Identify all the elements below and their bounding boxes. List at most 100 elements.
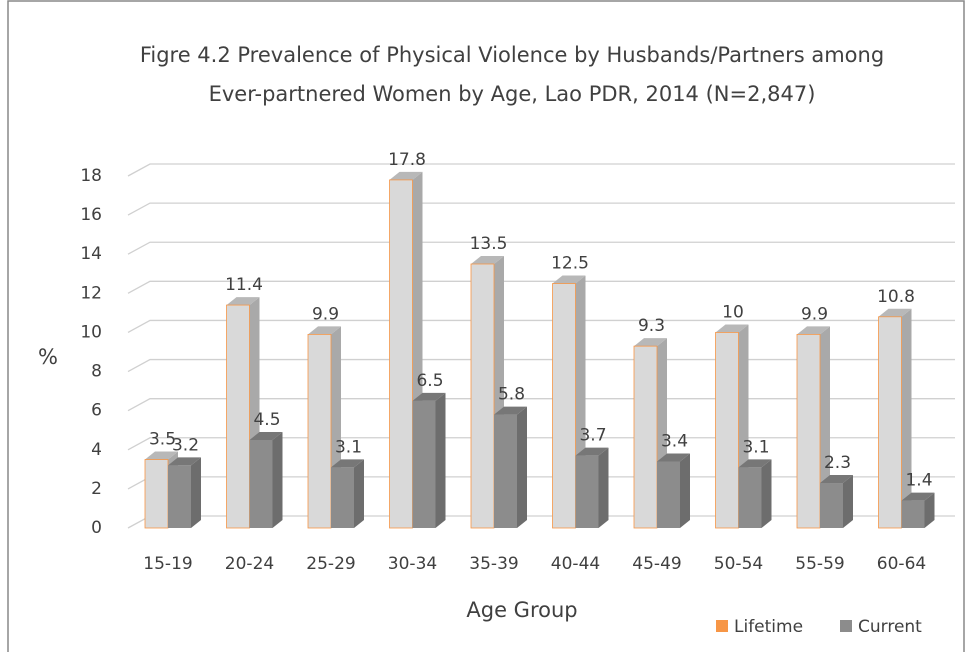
bar bbox=[494, 414, 517, 528]
bar bbox=[657, 461, 680, 528]
data-label: 10 bbox=[722, 302, 744, 322]
y-tick-label: 10 bbox=[80, 322, 102, 342]
x-tick-label: 60-64 bbox=[877, 554, 926, 574]
data-label: 9.3 bbox=[638, 316, 665, 336]
bar-top bbox=[634, 338, 667, 347]
x-axis-label: Age Group bbox=[466, 598, 577, 622]
chart-title: Figre 4.2 Prevalence of Physical Violenc… bbox=[140, 43, 884, 67]
data-label: 2.3 bbox=[824, 453, 851, 473]
bar-side bbox=[901, 308, 912, 528]
bar-side bbox=[191, 457, 201, 528]
bar-top bbox=[552, 275, 586, 284]
bar bbox=[715, 332, 739, 529]
bar-side bbox=[843, 475, 853, 528]
bar bbox=[575, 455, 599, 528]
x-tick-label: 35-39 bbox=[469, 554, 518, 574]
grid-line bbox=[127, 202, 955, 216]
grid-line bbox=[127, 319, 955, 334]
grid-line bbox=[127, 358, 955, 373]
x-tick-label: 40-44 bbox=[551, 554, 600, 574]
data-label: 10.8 bbox=[877, 287, 915, 307]
data-label: 13.5 bbox=[470, 234, 508, 254]
bar-side bbox=[272, 432, 283, 528]
legend-label: Current bbox=[858, 617, 922, 637]
bar-side bbox=[924, 492, 935, 528]
y-tick-label: 14 bbox=[80, 244, 102, 264]
bar bbox=[552, 283, 576, 529]
bar-side bbox=[435, 392, 446, 528]
bar-side bbox=[354, 459, 364, 528]
bar-side bbox=[598, 447, 609, 528]
bar bbox=[901, 500, 925, 528]
y-axis-label: % bbox=[38, 345, 58, 369]
bar-top bbox=[412, 392, 446, 401]
x-tick-label: 30-34 bbox=[388, 554, 437, 574]
data-label: 3.5 bbox=[149, 430, 176, 450]
bar bbox=[226, 304, 250, 529]
y-tick-label: 2 bbox=[91, 479, 102, 499]
legend-swatch bbox=[840, 620, 852, 632]
bar-top bbox=[389, 171, 423, 180]
bar-top bbox=[145, 451, 178, 460]
y-tick-label: 16 bbox=[80, 205, 102, 225]
bar bbox=[820, 483, 843, 528]
data-label: 9.9 bbox=[312, 304, 339, 324]
data-label: 1.4 bbox=[905, 471, 932, 491]
y-tick-label: 18 bbox=[80, 166, 102, 186]
bar bbox=[796, 333, 821, 529]
bar-top bbox=[249, 432, 283, 440]
y-tick-label: 4 bbox=[91, 440, 102, 460]
bar bbox=[144, 459, 169, 529]
bar-top bbox=[308, 326, 341, 335]
bar-top bbox=[901, 492, 935, 501]
data-label: 4.5 bbox=[253, 410, 280, 430]
x-tick-label: 55-59 bbox=[795, 554, 844, 574]
data-label: 3.4 bbox=[661, 432, 688, 452]
grid-line bbox=[127, 241, 955, 255]
x-tick-label: 45-49 bbox=[632, 554, 681, 574]
bar-top bbox=[494, 406, 527, 415]
bar bbox=[878, 316, 902, 529]
legend-label: Lifetime bbox=[734, 617, 803, 637]
bar-top bbox=[797, 326, 830, 335]
grid-line bbox=[127, 437, 955, 451]
y-tick-label: 6 bbox=[91, 401, 102, 421]
bar-side bbox=[761, 459, 772, 528]
bar bbox=[249, 440, 273, 528]
bar-top bbox=[331, 459, 364, 468]
bar bbox=[331, 467, 354, 528]
y-tick-label: 8 bbox=[91, 362, 102, 382]
legend-swatch bbox=[716, 620, 728, 632]
bar-top bbox=[715, 324, 749, 333]
bar-top bbox=[738, 459, 772, 468]
data-label: 11.4 bbox=[225, 275, 263, 295]
data-label: 9.9 bbox=[801, 304, 828, 324]
bar bbox=[633, 345, 658, 529]
bar bbox=[389, 179, 413, 529]
data-label: 6.5 bbox=[416, 371, 443, 391]
bar-top bbox=[471, 256, 504, 264]
bar-top bbox=[878, 308, 912, 317]
data-label: 3.2 bbox=[172, 435, 199, 455]
y-tick-label: 12 bbox=[80, 283, 102, 303]
bar-top bbox=[168, 457, 201, 466]
data-label: 5.8 bbox=[498, 385, 525, 405]
x-tick-label: 25-29 bbox=[306, 554, 355, 574]
chart-title: Ever-partnered Women by Age, Lao PDR, 20… bbox=[209, 82, 816, 106]
bar bbox=[738, 467, 762, 528]
x-tick-label: 50-54 bbox=[714, 554, 763, 574]
grid-line bbox=[127, 398, 955, 412]
bar-top bbox=[820, 475, 853, 484]
y-tick-label: 0 bbox=[91, 518, 102, 538]
data-label: 12.5 bbox=[551, 254, 589, 274]
data-label: 3.1 bbox=[335, 437, 362, 457]
data-label: 3.7 bbox=[579, 426, 606, 446]
bar-top bbox=[226, 297, 260, 306]
grid-line bbox=[127, 280, 955, 294]
bar bbox=[412, 400, 436, 528]
bar-side bbox=[680, 453, 690, 528]
bar-side bbox=[517, 406, 527, 528]
x-tick-label: 20-24 bbox=[225, 554, 274, 574]
bar-top bbox=[575, 447, 609, 456]
